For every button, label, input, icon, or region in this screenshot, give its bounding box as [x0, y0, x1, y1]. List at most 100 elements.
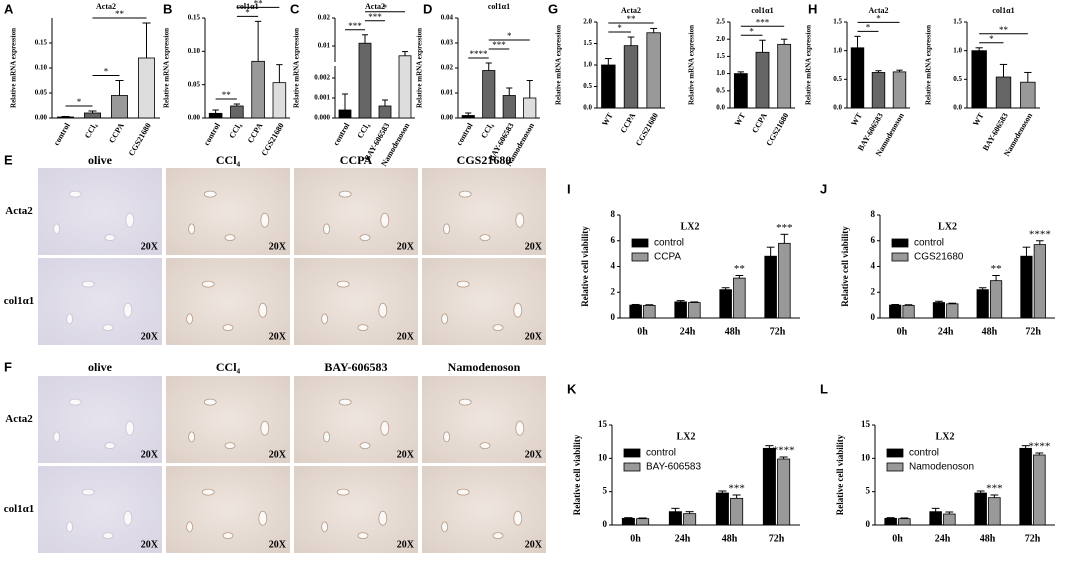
y-tick-label: 15	[861, 419, 871, 429]
legend-label: Namodenoson	[909, 462, 974, 473]
y-tick-label: 0.05	[35, 89, 48, 97]
bar	[683, 513, 697, 526]
bar	[892, 71, 907, 109]
bar	[601, 64, 616, 109]
magnification-label: 20X	[397, 539, 415, 550]
bar	[719, 289, 732, 319]
vessel	[258, 510, 268, 526]
chart-title: col1α1	[236, 2, 258, 11]
magnification-label: 20X	[269, 539, 287, 550]
y-tick-label: 0.00	[188, 114, 201, 122]
bar	[358, 42, 372, 119]
bar	[777, 43, 792, 109]
vessel	[492, 532, 504, 539]
vessel	[338, 398, 352, 406]
y-tick-label: 0	[603, 519, 608, 529]
vessel	[123, 302, 133, 318]
y-tick-label: 0.02	[441, 64, 454, 72]
micrograph	[38, 258, 162, 345]
x-tick-label: 72h	[1025, 533, 1041, 544]
vessel	[357, 324, 369, 332]
panel-label: I	[567, 181, 571, 196]
vessel	[186, 521, 194, 533]
legend-label: CGS21680	[914, 252, 964, 263]
significance-label: *	[866, 22, 871, 32]
bar	[668, 511, 682, 526]
vessel	[203, 398, 217, 406]
row-header: Acta2	[5, 205, 33, 217]
row-header: col1α1	[4, 503, 35, 515]
y-tick-label: 15	[598, 419, 608, 429]
x-tick-label: control	[202, 121, 222, 147]
significance-label: *	[104, 67, 109, 77]
x-tick-label: control	[455, 121, 475, 147]
x-tick-label: 48h	[982, 326, 998, 337]
vessel	[443, 431, 451, 443]
x-tick-label: CGS21680	[634, 111, 660, 147]
chart-title: Acta2	[869, 6, 889, 15]
panel-label: B	[163, 1, 172, 16]
vessel	[321, 313, 329, 325]
column-header: BAY-606583	[324, 360, 387, 374]
y-tick-label: 1.5	[583, 39, 592, 47]
bar	[84, 112, 102, 119]
y-tick-label: 0	[611, 312, 616, 322]
significance-label: *	[77, 97, 82, 107]
bar	[974, 492, 987, 526]
bar	[1019, 447, 1032, 526]
x-tick-label: CGS21680	[127, 121, 153, 157]
vessel	[338, 190, 352, 198]
significance-label: *	[876, 13, 881, 23]
legend-swatch	[891, 252, 909, 262]
significance-label: ***	[348, 21, 362, 31]
bar	[208, 112, 223, 119]
row-header: Acta2	[5, 413, 33, 425]
panel-label: K	[567, 381, 577, 396]
vessel	[66, 313, 73, 325]
y-tick-label: 8	[871, 209, 876, 219]
vessel	[81, 280, 95, 288]
y-axis-label: Relative mRNA expression	[163, 28, 171, 108]
vessel	[456, 488, 470, 496]
y-tick-label: 0	[866, 519, 871, 529]
x-tick-label: 24h	[935, 533, 951, 544]
micrograph	[294, 168, 418, 255]
vessel	[492, 324, 504, 332]
vessel	[68, 190, 82, 198]
significance-label: **	[999, 25, 1009, 35]
bar	[502, 95, 516, 119]
bar	[378, 105, 392, 119]
x-tick-label: CCPA	[107, 121, 126, 144]
legend-label: control	[646, 448, 676, 459]
panel-label: E	[4, 152, 13, 167]
vessel	[357, 532, 369, 539]
y-tick-label: 1.0	[953, 46, 962, 54]
y-tick-label: 2	[611, 286, 616, 296]
bar	[636, 518, 650, 526]
magnification-label: 20X	[397, 449, 415, 460]
panel-label: J	[820, 181, 827, 196]
x-tick-label: control	[331, 121, 351, 147]
column-header: olive	[88, 360, 113, 374]
y-axis-label: Relative mRNA expression	[416, 28, 424, 108]
legend-label: control	[914, 238, 944, 249]
vessel	[104, 234, 116, 242]
significance-label: ***	[492, 40, 506, 50]
column-header: CCl₄	[216, 153, 241, 167]
vessel	[441, 313, 449, 325]
bar	[946, 303, 959, 319]
bar	[111, 95, 129, 119]
panel-label: C	[290, 1, 300, 16]
vessel	[515, 212, 525, 228]
vessel	[513, 302, 523, 318]
chart-title: LX2	[938, 221, 957, 232]
vessel	[441, 521, 449, 533]
vessel	[323, 223, 331, 235]
y-tick-label: 0.5	[716, 86, 725, 94]
magnification-label: 20X	[269, 449, 287, 460]
x-tick-label: 0h	[892, 533, 903, 544]
bar	[929, 511, 942, 526]
y-tick-label: 0.00	[441, 114, 454, 122]
vessel	[186, 313, 194, 325]
column-header: CGS21680	[457, 153, 512, 167]
